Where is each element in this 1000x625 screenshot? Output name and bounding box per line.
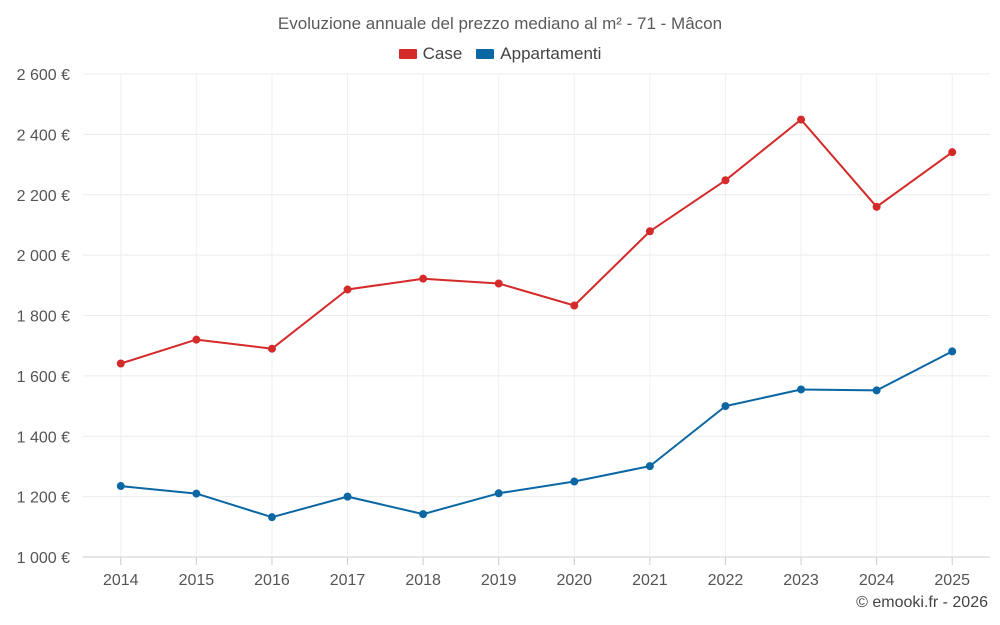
- legend-label-appartamenti: Appartamenti: [500, 44, 602, 63]
- copyright-credit: © emooki.fr - 2026: [856, 594, 988, 611]
- y-tick-label: 1 800 €: [17, 309, 70, 326]
- data-point-case: [419, 274, 428, 283]
- legend-swatch-case: [398, 49, 417, 59]
- data-point-case: [267, 344, 276, 353]
- data-point-case: [948, 148, 957, 157]
- x-tick-label: 2021: [632, 572, 668, 589]
- data-point-appartamenti: [343, 492, 352, 501]
- y-tick-label: 1 000 €: [17, 550, 70, 567]
- series-line-appartamenti: [120, 350, 953, 519]
- data-point-appartamenti: [797, 385, 806, 394]
- legend-item-appartamenti[interactable]: Appartamenti: [476, 44, 601, 64]
- data-point-case: [872, 202, 881, 211]
- x-tick-label: 2017: [330, 572, 366, 589]
- data-point-case: [343, 285, 352, 294]
- data-point-appartamenti: [721, 402, 730, 411]
- data-point-case: [116, 359, 125, 368]
- data-point-case: [494, 279, 503, 288]
- data-point-case: [570, 301, 579, 310]
- x-tick-label: 2023: [783, 572, 819, 589]
- x-tick-label: 2019: [481, 572, 517, 589]
- data-point-case: [797, 115, 806, 124]
- legend-label-case: Case: [422, 44, 463, 63]
- x-tick-label: 2016: [254, 572, 290, 589]
- y-tick-label: 2 200 €: [17, 188, 70, 205]
- data-point-case: [721, 176, 730, 185]
- legend-swatch-appartamenti: [476, 49, 495, 59]
- x-tick-label: 2022: [708, 572, 744, 589]
- y-tick-label: 2 000 €: [17, 248, 70, 265]
- y-tick-label: 1 200 €: [17, 490, 70, 507]
- x-tick-label: 2024: [859, 572, 895, 589]
- series-line-case: [120, 118, 953, 365]
- data-point-case: [645, 227, 654, 236]
- data-point-appartamenti: [872, 386, 881, 395]
- y-tick-label: 1 600 €: [17, 369, 70, 386]
- legend-item-case[interactable]: Case: [398, 44, 463, 64]
- x-tick-label: 2025: [934, 572, 970, 589]
- x-tick-label: 2015: [179, 572, 215, 589]
- data-point-appartamenti: [494, 489, 503, 498]
- data-point-appartamenti: [419, 510, 428, 519]
- chart-legend: Case Appartamenti: [0, 44, 1000, 64]
- y-tick-label: 2 400 €: [17, 127, 70, 144]
- data-point-appartamenti: [267, 513, 276, 522]
- y-tick-label: 1 400 €: [17, 429, 70, 446]
- data-point-appartamenti: [645, 462, 654, 471]
- chart-title: Evoluzione annuale del prezzo mediano al…: [277, 14, 723, 33]
- data-point-case: [192, 335, 201, 344]
- data-point-appartamenti: [948, 347, 957, 356]
- data-point-appartamenti: [116, 482, 125, 491]
- x-tick-label: 2014: [103, 572, 139, 589]
- x-tick-label: 2018: [405, 572, 441, 589]
- x-tick-label: 2020: [556, 572, 592, 589]
- data-point-appartamenti: [192, 489, 201, 498]
- data-point-appartamenti: [570, 477, 579, 486]
- y-tick-label: 2 600 €: [17, 67, 70, 84]
